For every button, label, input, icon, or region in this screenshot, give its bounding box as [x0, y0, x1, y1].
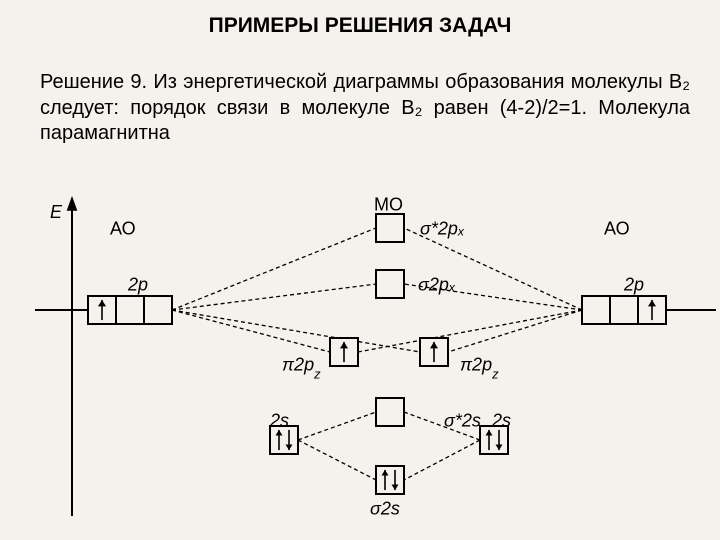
svg-text:МО: МО [374, 194, 403, 214]
svg-text:σ*2pₓ: σ*2pₓ [420, 218, 465, 238]
page-title: ПРИМЕРЫ РЕШЕНИЯ ЗАДАЧ [0, 14, 720, 38]
svg-text:2p: 2p [127, 274, 148, 294]
svg-text:E: E [50, 202, 63, 222]
svg-text:2s: 2s [269, 410, 289, 430]
svg-text:σ2s: σ2s [370, 498, 400, 518]
svg-text:2p: 2p [623, 274, 644, 294]
svg-text:π2pz: π2pz [460, 354, 499, 381]
svg-text:σ*2s: σ*2s [444, 410, 481, 430]
svg-text:σ2pₓ: σ2pₓ [418, 274, 456, 294]
mo-diagram: E АО АО МО σ*2pₓ 2p 2p σ2pₓ π2pz π2pz 2s 2s σ*2s σ2s [0, 188, 720, 533]
svg-text:АО: АО [604, 218, 630, 238]
svg-text:π2pz: π2pz [282, 354, 321, 381]
svg-text:АО: АО [110, 218, 136, 238]
svg-text:2s: 2s [491, 410, 511, 430]
solution-text: Решение 9. Из энергетической диаграммы о… [40, 70, 690, 147]
